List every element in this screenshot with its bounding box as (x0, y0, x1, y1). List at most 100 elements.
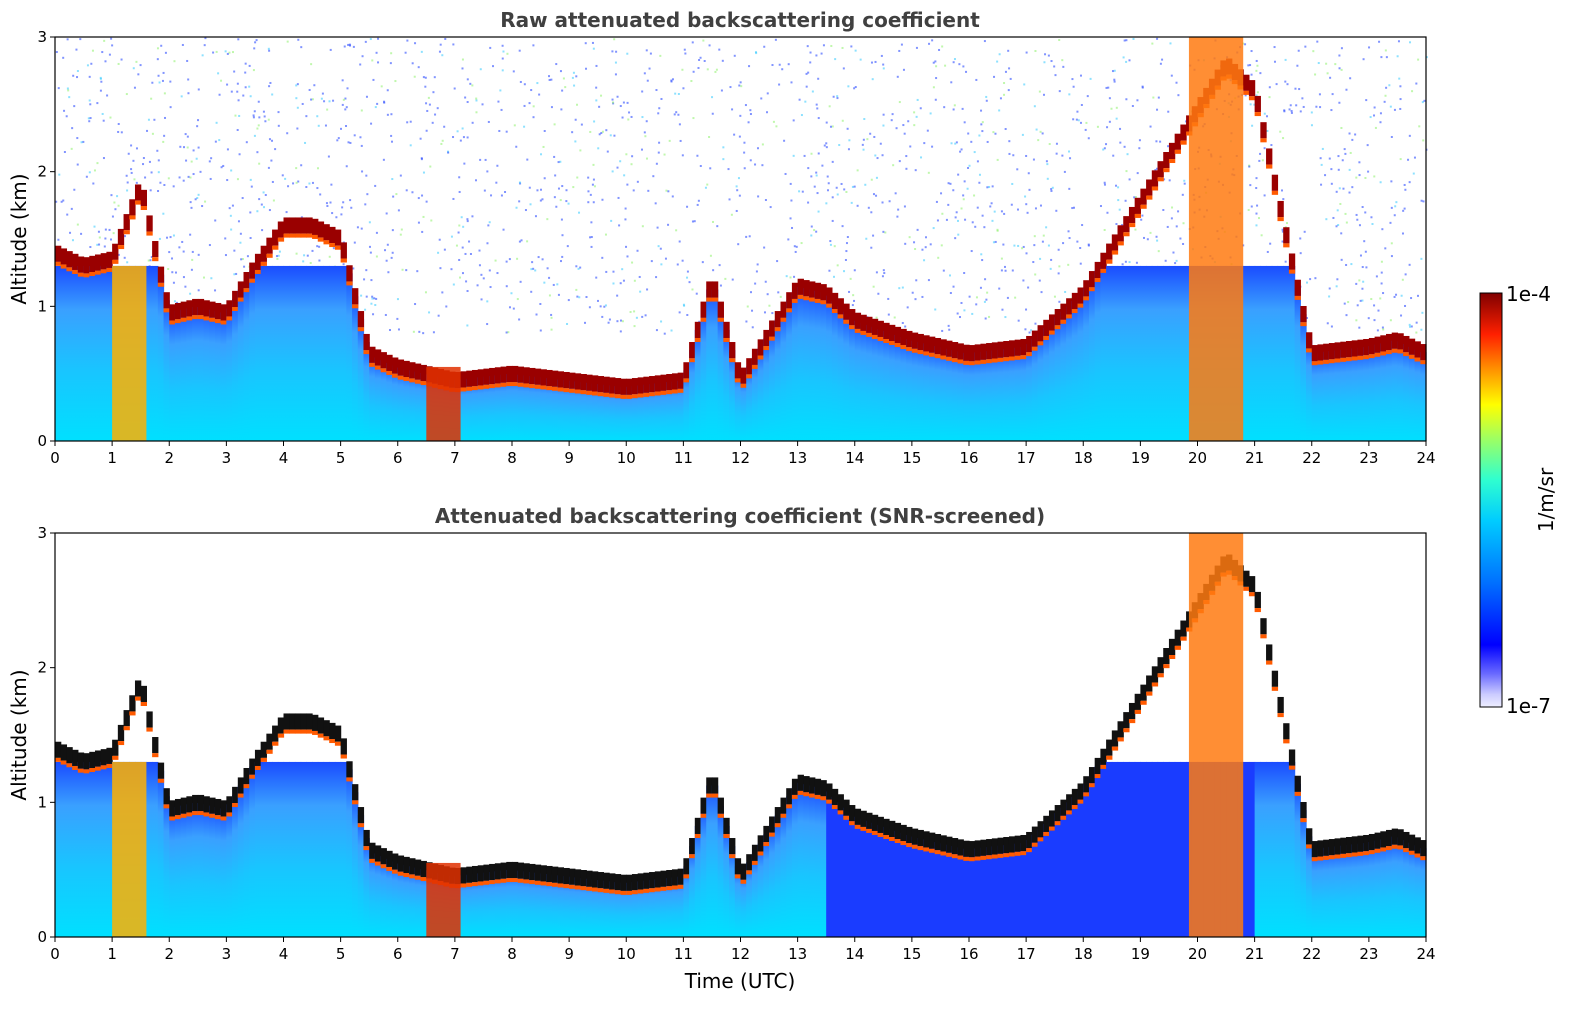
cloud-layer (66, 747, 73, 764)
noise-speck (1124, 260, 1127, 263)
cloud-edge (551, 386, 559, 391)
cloud-edge (1294, 791, 1301, 796)
noise-speck (1309, 278, 1312, 281)
noise-speck (462, 136, 465, 139)
aerosol-column (523, 871, 530, 937)
noise-speck (966, 187, 969, 190)
noise-speck (749, 109, 752, 112)
noise-speck (130, 168, 133, 171)
cloud-edge (763, 842, 770, 847)
aerosol-column (220, 312, 227, 441)
noise-speck (384, 249, 387, 252)
noise-speck (590, 236, 593, 239)
cloud-edge (197, 315, 205, 320)
noise-speck (238, 153, 241, 156)
noise-speck (174, 271, 177, 274)
noise-speck (771, 64, 774, 67)
noise-speck (169, 80, 172, 83)
aerosol-column (397, 863, 405, 937)
noise-speck (488, 269, 491, 272)
cloud-layer (934, 833, 942, 851)
noise-speck (80, 141, 83, 144)
aerosol-column (77, 761, 85, 937)
noise-speck (709, 254, 712, 257)
noise-speck (171, 271, 174, 274)
cloud-edge (1146, 691, 1153, 696)
noise-speck (364, 40, 367, 43)
aerosol-column (466, 378, 473, 441)
cloud-layer (1357, 835, 1364, 852)
aerosol-column (1014, 347, 1022, 441)
aerosol-column (1254, 761, 1261, 937)
cloud-edge (1106, 755, 1113, 760)
noise-speck (391, 251, 394, 254)
noise-speck (316, 167, 319, 170)
aerosol-column (489, 872, 496, 937)
noise-speck (184, 133, 187, 136)
cloud-edge (289, 729, 296, 734)
cloud-edge (557, 883, 565, 888)
noise-speck (779, 295, 782, 298)
cloud-layer (1328, 343, 1336, 360)
noise-speck (1249, 103, 1252, 106)
noise-speck (89, 103, 92, 106)
cloud-layer (1403, 831, 1410, 849)
noise-speck (1030, 329, 1033, 332)
cloud-layer (763, 329, 770, 347)
noise-speck (1408, 323, 1411, 326)
cloud-layer (1351, 836, 1359, 853)
cloud-edge (603, 888, 610, 893)
aerosol-column (329, 761, 336, 937)
noise-speck (428, 103, 431, 106)
cloud-edge (1180, 140, 1187, 145)
noise-speck (1125, 98, 1128, 101)
cloud-layer (740, 863, 747, 880)
cloud-layer (540, 865, 547, 882)
cloud-layer (814, 778, 822, 795)
cloud-layer (243, 767, 250, 785)
cloud-layer (843, 799, 850, 816)
noise-speck (959, 316, 962, 319)
cloud-edge (746, 870, 753, 875)
noise-speck (1415, 321, 1418, 324)
noise-speck (142, 157, 145, 160)
aerosol-column (420, 868, 427, 937)
noise-speck (601, 315, 604, 318)
cloud-layer (1357, 339, 1364, 356)
panel-title: Raw attenuated backscattering coefficien… (500, 8, 980, 32)
cloud-layer (694, 817, 702, 834)
noise-speck (591, 183, 594, 186)
noise-speck (417, 197, 420, 200)
noise-speck (347, 43, 350, 46)
aerosol-column (1048, 322, 1056, 441)
aerosol-column (809, 785, 816, 937)
noise-speck (102, 157, 105, 160)
noise-speck (980, 253, 983, 256)
noise-speck (555, 205, 558, 208)
noise-speck (671, 78, 674, 81)
noise-speck (1106, 211, 1109, 214)
noise-speck (1404, 188, 1407, 191)
noise-speck (146, 129, 149, 132)
noise-speck (731, 278, 734, 281)
cloud-layer (1037, 325, 1044, 342)
aerosol-column (77, 265, 85, 441)
noise-speck (220, 79, 223, 82)
noise-speck (1156, 167, 1159, 170)
noise-speck (787, 63, 790, 66)
noise-speck (226, 83, 229, 86)
aerosol-column (363, 342, 370, 441)
noise-speck (1061, 154, 1064, 157)
cloud-layer (889, 324, 896, 342)
noise-speck (937, 256, 940, 259)
cloud-edge (1168, 159, 1176, 164)
noise-speck (751, 309, 754, 312)
noise-speck (806, 45, 809, 48)
noise-speck (518, 49, 521, 52)
cloud-edge (1420, 360, 1427, 365)
noise-speck (764, 199, 767, 202)
noise-speck (778, 63, 781, 66)
noise-speck (1075, 118, 1078, 121)
noise-speck (90, 62, 93, 65)
noise-speck (541, 198, 544, 201)
